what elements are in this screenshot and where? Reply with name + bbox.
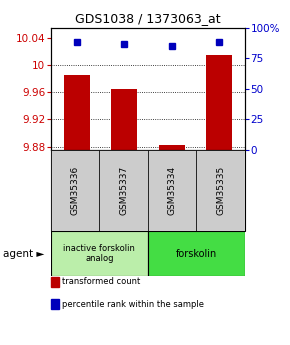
Bar	[148, 231, 245, 276]
Bar	[159, 145, 185, 150]
Text: inactive forskolin
analog: inactive forskolin analog	[64, 244, 135, 263]
Text: transformed count: transformed count	[62, 277, 141, 286]
Bar	[148, 150, 196, 231]
Text: GSM35337: GSM35337	[119, 166, 128, 215]
Text: GSM35334: GSM35334	[168, 166, 177, 215]
Bar	[111, 89, 137, 150]
Bar	[206, 55, 232, 150]
Text: GSM35336: GSM35336	[70, 166, 79, 215]
Bar	[64, 75, 90, 150]
Text: forskolin: forskolin	[176, 249, 217, 258]
Title: GDS1038 / 1373063_at: GDS1038 / 1373063_at	[75, 12, 221, 25]
Bar	[99, 150, 148, 231]
Text: percentile rank within the sample: percentile rank within the sample	[62, 300, 204, 309]
Text: agent ►: agent ►	[3, 249, 44, 258]
Bar	[51, 150, 99, 231]
Bar	[51, 231, 148, 276]
Bar	[197, 150, 245, 231]
Text: GSM35335: GSM35335	[216, 166, 225, 215]
